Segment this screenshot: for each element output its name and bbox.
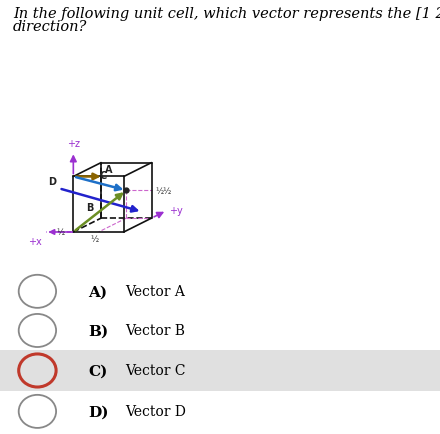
Text: C: C	[100, 171, 107, 181]
Text: ½: ½	[90, 234, 99, 243]
Text: Vector B: Vector B	[125, 324, 185, 338]
Text: +x: +x	[28, 236, 42, 246]
Text: D): D)	[88, 404, 109, 418]
Text: Vector D: Vector D	[125, 404, 186, 418]
Text: direction?: direction?	[13, 20, 88, 33]
Text: B): B)	[88, 324, 108, 338]
Text: ½½: ½½	[156, 187, 172, 195]
Text: B: B	[86, 203, 93, 213]
Text: +y: +y	[169, 206, 183, 216]
Text: Vector A: Vector A	[125, 285, 185, 299]
Text: A): A)	[88, 285, 107, 299]
Text: C): C)	[88, 364, 107, 378]
Text: A: A	[105, 164, 112, 174]
Text: ½: ½	[56, 228, 64, 237]
Bar	[0, 351, 440, 391]
Text: D: D	[48, 176, 56, 186]
Text: Vector C: Vector C	[125, 364, 186, 378]
Text: +z: +z	[67, 138, 80, 148]
Text: In the following unit cell, which vector represents the [1 2 1]: In the following unit cell, which vector…	[13, 7, 440, 20]
